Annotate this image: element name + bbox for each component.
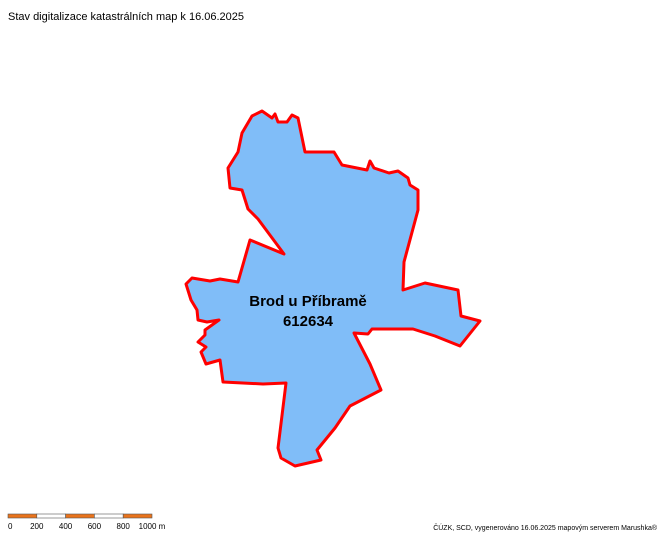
area-code: 612634 — [283, 313, 334, 330]
scale-label: 400 — [59, 522, 73, 531]
attribution: ČÚZK, SCD, vygenerováno 16.06.2025 mapov… — [433, 523, 658, 532]
area-name: Brod u Příbramě — [249, 293, 367, 310]
scale-label: 800 — [117, 522, 131, 531]
scale-label: 200 — [30, 522, 44, 531]
scale-label: 0 — [8, 522, 13, 531]
map-title: Stav digitalizace katastrálních map k 16… — [8, 11, 244, 23]
cadastral-area — [184, 109, 482, 468]
scale-segment — [94, 513, 124, 519]
scale-segment — [36, 513, 66, 519]
scale-label: 1000 m — [139, 522, 166, 531]
scale-segment — [65, 513, 95, 519]
scale-segment — [7, 513, 38, 519]
scale-segment — [122, 513, 153, 519]
scale-label: 600 — [88, 522, 102, 531]
scale-bar: 0 200 400 600 800 1000 m — [7, 513, 166, 531]
